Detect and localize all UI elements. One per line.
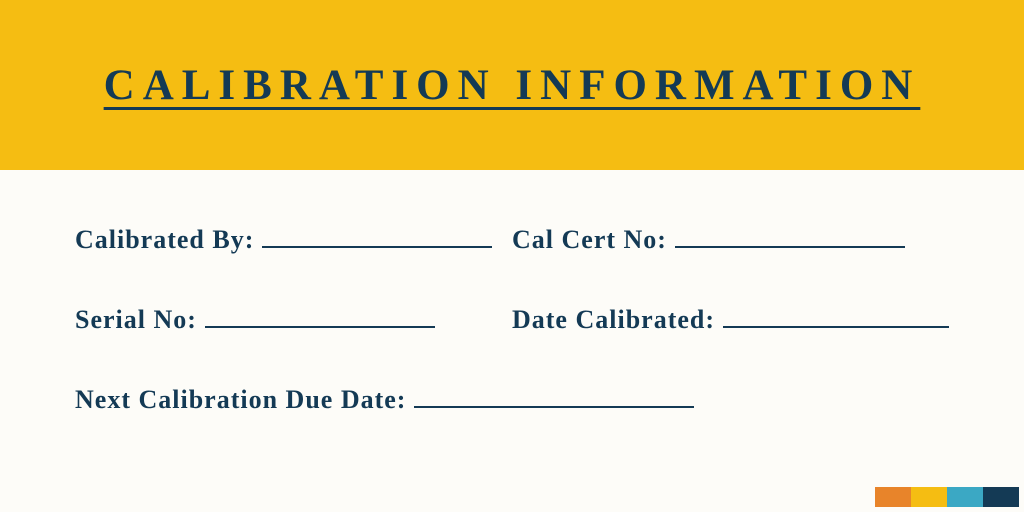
line-calibrated-by[interactable] [262, 246, 492, 248]
label-next-due: Next Calibration Due Date: [75, 385, 406, 415]
color-block-4 [983, 487, 1019, 507]
label-calibrated-by: Calibrated By: [75, 225, 254, 255]
page-title: CALIBRATION INFORMATION [104, 61, 921, 110]
color-strip [875, 487, 1019, 507]
color-block-2 [911, 487, 947, 507]
row-1: Calibrated By: Cal Cert No: [75, 225, 949, 255]
line-serial-no[interactable] [205, 326, 435, 328]
label-date-calibrated: Date Calibrated: [512, 305, 715, 335]
header-banner: CALIBRATION INFORMATION [0, 0, 1024, 170]
label-serial-no: Serial No: [75, 305, 197, 335]
color-block-1 [875, 487, 911, 507]
color-block-3 [947, 487, 983, 507]
field-next-due: Next Calibration Due Date: [75, 385, 949, 415]
line-date-calibrated[interactable] [723, 326, 949, 328]
line-cal-cert-no[interactable] [675, 246, 905, 248]
row-3: Next Calibration Due Date: [75, 385, 949, 415]
field-calibrated-by: Calibrated By: [75, 225, 512, 255]
field-date-calibrated: Date Calibrated: [512, 305, 949, 335]
line-next-due[interactable] [414, 406, 694, 408]
field-serial-no: Serial No: [75, 305, 512, 335]
field-cal-cert-no: Cal Cert No: [512, 225, 949, 255]
row-2: Serial No: Date Calibrated: [75, 305, 949, 335]
form-body: Calibrated By: Cal Cert No: Serial No: D… [0, 170, 1024, 415]
label-cal-cert-no: Cal Cert No: [512, 225, 667, 255]
